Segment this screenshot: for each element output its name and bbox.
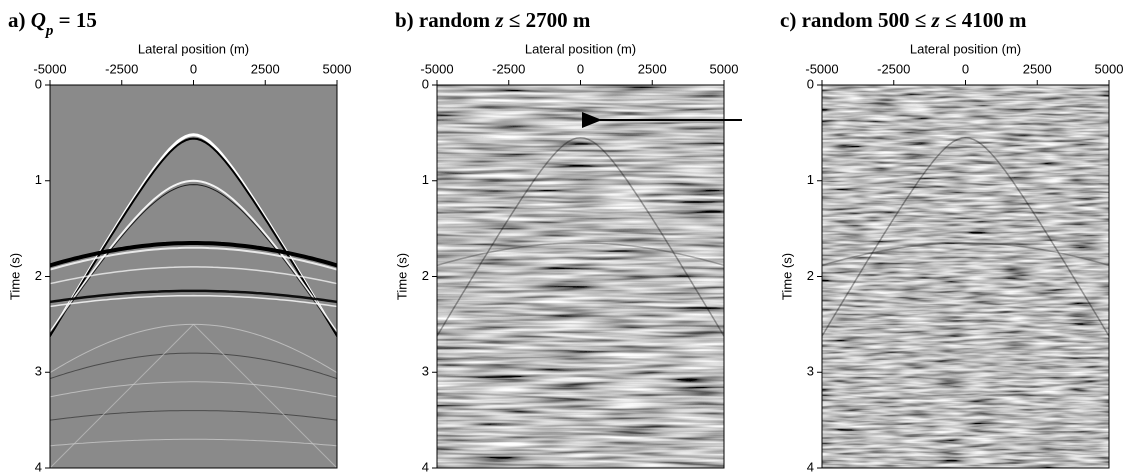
background bbox=[50, 85, 337, 468]
title-part: ≤ 4100 m bbox=[940, 8, 1027, 32]
y-tick-label: 1 bbox=[35, 172, 42, 187]
x-tick-label: -2500 bbox=[492, 61, 525, 76]
event bbox=[50, 184, 337, 335]
title-part: p bbox=[44, 23, 54, 39]
event bbox=[50, 289, 337, 304]
x-tick-label: 5000 bbox=[1095, 61, 1124, 76]
title-part: z bbox=[931, 8, 941, 32]
y-axis-label: Time (s) bbox=[779, 253, 794, 300]
panel-title: a) Qp = 15 bbox=[8, 8, 97, 39]
event bbox=[50, 381, 337, 398]
x-axis-label: Lateral position (m) bbox=[525, 41, 636, 56]
title-part: z bbox=[494, 8, 504, 32]
y-tick-label: 3 bbox=[807, 364, 814, 379]
event bbox=[822, 136, 1109, 338]
y-tick-label: 2 bbox=[422, 268, 429, 283]
y-tick-label: 2 bbox=[807, 268, 814, 283]
diffraction bbox=[50, 324, 194, 468]
y-tick-label: 2 bbox=[35, 268, 42, 283]
x-tick-label: 5000 bbox=[710, 61, 739, 76]
y-tick-label: 1 bbox=[422, 172, 429, 187]
x-tick-label: 5000 bbox=[323, 61, 352, 76]
noise bbox=[822, 85, 1109, 468]
title-part: b) random bbox=[395, 8, 495, 32]
y-tick-label: 3 bbox=[35, 364, 42, 379]
event bbox=[50, 246, 337, 271]
panel-title: c) random 500 ≤ z ≤ 4100 m bbox=[780, 8, 1027, 32]
title-part: ≤ 2700 m bbox=[504, 8, 591, 32]
plot-image bbox=[437, 85, 724, 468]
title-part: c) random 500 ≤ bbox=[780, 8, 932, 32]
event bbox=[50, 179, 337, 335]
event bbox=[50, 241, 337, 268]
title-part: a) bbox=[8, 8, 31, 32]
y-axis-label: Time (s) bbox=[7, 253, 22, 300]
x-tick-label: 0 bbox=[577, 61, 584, 76]
event bbox=[50, 410, 337, 421]
plot-image bbox=[822, 85, 1109, 468]
y-tick-label: 0 bbox=[807, 76, 814, 91]
title-part: Q bbox=[31, 8, 46, 32]
panel-title: b) random z ≤ 2700 m bbox=[395, 8, 591, 32]
y-tick-label: 0 bbox=[422, 76, 429, 91]
noise bbox=[437, 85, 724, 468]
event bbox=[50, 137, 337, 339]
y-axis-label: Time (s) bbox=[394, 253, 409, 300]
y-tick-label: 0 bbox=[35, 76, 42, 91]
diffraction bbox=[193, 324, 337, 468]
x-tick-label: 0 bbox=[962, 61, 969, 76]
x-tick-label: -2500 bbox=[877, 61, 910, 76]
x-tick-label: 2500 bbox=[1023, 61, 1052, 76]
y-tick-label: 1 bbox=[807, 172, 814, 187]
x-tick-label: 2500 bbox=[638, 61, 667, 76]
event bbox=[822, 242, 1109, 267]
y-tick-label: 4 bbox=[422, 459, 429, 473]
x-tick-label: -5000 bbox=[805, 61, 838, 76]
x-axis-label: Lateral position (m) bbox=[138, 41, 249, 56]
y-tick-label: 3 bbox=[422, 364, 429, 379]
x-tick-label: -5000 bbox=[33, 61, 66, 76]
y-tick-label: 4 bbox=[807, 459, 814, 473]
x-tick-label: -5000 bbox=[420, 61, 453, 76]
x-axis-label: Lateral position (m) bbox=[910, 41, 1021, 56]
event bbox=[50, 352, 337, 380]
x-tick-label: 0 bbox=[190, 61, 197, 76]
event bbox=[437, 242, 724, 267]
event bbox=[50, 266, 337, 285]
x-tick-label: -2500 bbox=[105, 61, 138, 76]
plot-image bbox=[50, 85, 337, 468]
x-tick-label: 2500 bbox=[251, 61, 280, 76]
event bbox=[437, 136, 724, 338]
y-tick-label: 4 bbox=[35, 459, 42, 473]
event bbox=[50, 438, 337, 447]
title-part: = 15 bbox=[53, 8, 96, 32]
event bbox=[50, 294, 337, 308]
